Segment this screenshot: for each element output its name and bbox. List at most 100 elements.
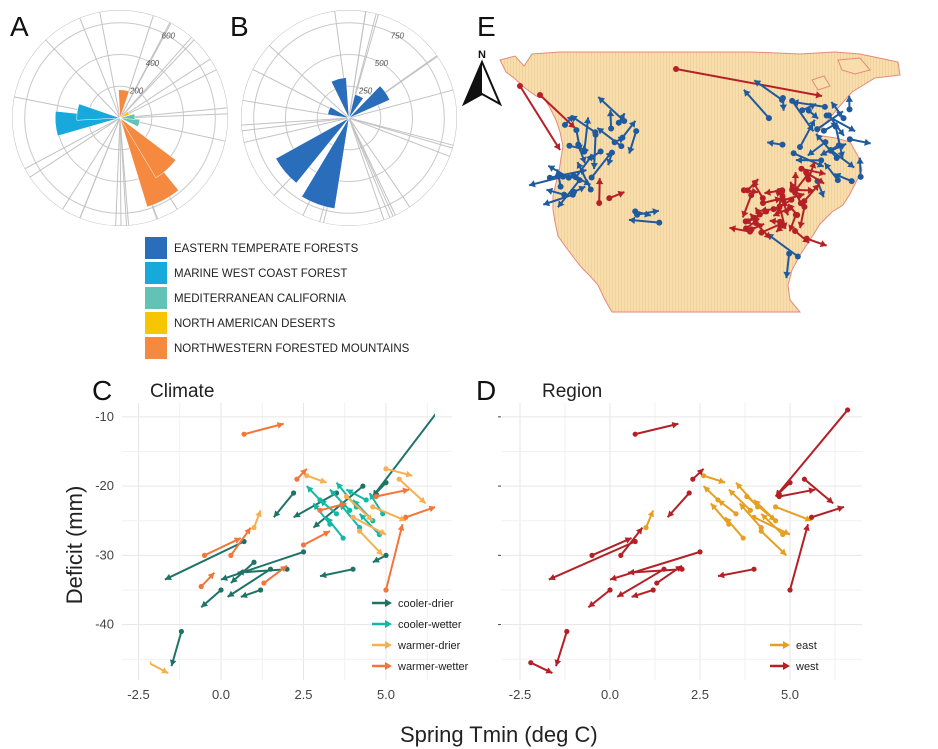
panel-label-e: E bbox=[477, 11, 496, 42]
arrow-origin bbox=[241, 431, 247, 437]
legend-swatch bbox=[145, 337, 167, 359]
arrow-head bbox=[783, 528, 790, 535]
arrow-origin bbox=[300, 549, 307, 555]
arrow-origin bbox=[300, 542, 307, 548]
map-arrow-head bbox=[568, 121, 575, 128]
arrow-origin bbox=[350, 566, 356, 572]
map-arrow-east bbox=[561, 114, 575, 128]
arrow-origin bbox=[809, 514, 815, 520]
arrow-head bbox=[402, 487, 410, 495]
arrow-head bbox=[221, 574, 228, 581]
trajectory-arrow bbox=[241, 422, 284, 437]
arrow-head bbox=[635, 527, 643, 535]
map-arrow-origin bbox=[606, 195, 613, 202]
arrow-origin bbox=[845, 407, 851, 413]
map-arrow-origin bbox=[572, 174, 579, 181]
arrow-head bbox=[280, 565, 287, 573]
arrow-shaft bbox=[220, 550, 304, 581]
legend-item: warmer-drier bbox=[372, 640, 461, 652]
map-arrow-head bbox=[819, 240, 827, 248]
map-arrow-head bbox=[831, 102, 838, 109]
x-axis-label: Spring Tmin (deg C) bbox=[400, 722, 598, 747]
rose-spoke bbox=[268, 45, 350, 119]
trajectory-arrow bbox=[774, 480, 793, 498]
trajectory-arrow bbox=[198, 571, 216, 590]
map-arrow-head bbox=[579, 156, 587, 164]
rose-slice bbox=[119, 113, 136, 120]
arrow-head bbox=[418, 496, 426, 504]
arrow-head bbox=[329, 489, 337, 497]
map-arrow-shaft bbox=[791, 100, 815, 132]
arrow-shaft bbox=[803, 478, 834, 505]
arrow-origin bbox=[607, 587, 613, 593]
map-arrow-east bbox=[830, 101, 847, 122]
map-arrow-west bbox=[673, 66, 823, 99]
map-arrow-head bbox=[597, 127, 605, 135]
trajectory-arrow bbox=[587, 587, 613, 609]
map-arrow-origin bbox=[756, 211, 763, 218]
map-arrow-origin bbox=[820, 127, 827, 134]
arrow-head bbox=[359, 513, 367, 521]
trajectory-arrow bbox=[373, 487, 410, 500]
map-arrow-origin bbox=[840, 115, 847, 122]
map-arrow-head bbox=[856, 157, 864, 164]
rose-spoke bbox=[119, 22, 171, 119]
rose-ring-label: 750 bbox=[391, 31, 405, 40]
legend-key-head bbox=[385, 620, 392, 628]
map-arrow-head bbox=[575, 144, 583, 152]
arrow-origin bbox=[686, 490, 692, 496]
map-arrow-shaft bbox=[519, 85, 561, 151]
map-arrow-origin bbox=[804, 171, 811, 178]
rose-ring-label: 600 bbox=[162, 31, 176, 40]
map-arrow-east bbox=[796, 119, 816, 151]
map-arrow-east bbox=[846, 136, 871, 146]
rose-slice bbox=[119, 117, 141, 128]
map-arrow-origin bbox=[656, 219, 663, 226]
arrow-shaft bbox=[548, 540, 636, 581]
map-arrow-west bbox=[769, 217, 784, 225]
map-arrow-head bbox=[807, 148, 815, 156]
arrow-head bbox=[768, 514, 776, 521]
arrow-shaft bbox=[789, 523, 809, 591]
map-arrow-head bbox=[554, 169, 563, 176]
trajectory-arrow bbox=[609, 549, 703, 581]
trajectory-arrow bbox=[589, 537, 633, 558]
trajectory-arrow bbox=[751, 514, 791, 536]
map-arrow-east bbox=[632, 208, 652, 218]
map-arrow-head bbox=[628, 120, 636, 128]
rose-spoke bbox=[348, 117, 394, 217]
map-arrow-east bbox=[628, 216, 663, 226]
map-arrow-origin bbox=[621, 117, 628, 124]
arrow-origin bbox=[787, 480, 793, 486]
arrow-head bbox=[808, 487, 816, 495]
map-e: N bbox=[461, 49, 901, 313]
map-arrow-head bbox=[566, 115, 574, 123]
trajectory-arrow bbox=[666, 490, 692, 518]
map-arrow-head bbox=[606, 158, 614, 166]
rose-spoke bbox=[348, 117, 385, 221]
map-arrow-head bbox=[627, 146, 635, 154]
trajectory-arrow bbox=[654, 564, 683, 586]
map-arrow-origin bbox=[744, 187, 751, 194]
map-arrow-head bbox=[824, 162, 832, 170]
map-arrow-origin bbox=[517, 83, 523, 89]
map-arrow-head bbox=[763, 231, 771, 239]
rose-slice bbox=[76, 103, 121, 121]
trajectory-arrow bbox=[329, 488, 353, 513]
arrow-origin bbox=[228, 552, 234, 558]
map-arrow-head bbox=[773, 209, 781, 217]
arrow-head bbox=[169, 659, 177, 667]
map-arrow-origin bbox=[588, 174, 595, 181]
rose-spoke bbox=[241, 117, 350, 132]
map-arrow-head bbox=[628, 216, 636, 225]
rose-spoke bbox=[119, 117, 122, 226]
arrow-origin bbox=[363, 497, 369, 503]
map-arrow-head bbox=[788, 224, 796, 232]
arrow-origin bbox=[747, 507, 754, 513]
arrow-shaft bbox=[243, 422, 284, 436]
rose-spoke bbox=[62, 117, 121, 210]
rose-chart-b: 250 500 750 bbox=[241, 10, 457, 226]
map-arrow-head bbox=[598, 97, 606, 104]
legend-item: cooler-drier bbox=[372, 598, 454, 610]
map-arrow-origin bbox=[823, 112, 830, 119]
